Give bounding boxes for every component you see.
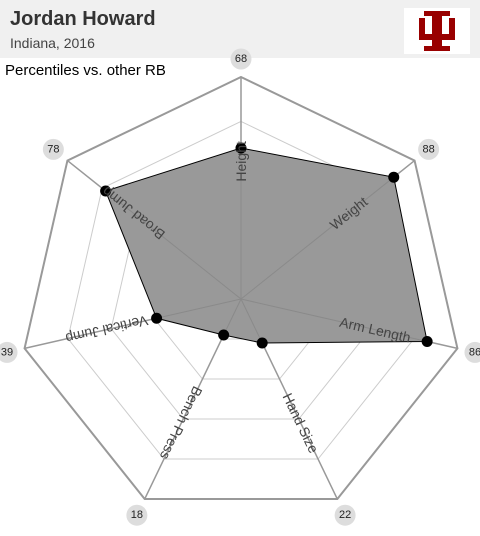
value-badge-height — [230, 48, 252, 70]
player-name: Jordan Howard — [10, 8, 156, 30]
chart-title: Percentiles vs. other RB — [5, 62, 166, 79]
radar-point-weight — [388, 171, 400, 183]
value-badge-arm-length — [464, 341, 480, 363]
radar-inner-spoke — [240, 298, 263, 344]
radar-inner-spoke — [156, 298, 242, 319]
value-badge-hand-size — [334, 504, 356, 526]
axis-label-hand-size: Hand Size — [279, 390, 322, 455]
radar-inner-spoke — [223, 298, 242, 336]
player-school-year: Indiana, 2016 — [10, 35, 95, 51]
value-label-broad-jump: 78 — [47, 143, 59, 155]
radar-point-broad-jump — [100, 185, 112, 197]
value-label-height: 68 — [235, 53, 247, 65]
header: Jordan Howard Indiana, 2016 — [0, 0, 480, 58]
value-badge-broad-jump — [42, 138, 64, 160]
radar-point-bench-press — [218, 329, 230, 341]
radar-inner-spoke — [240, 176, 395, 300]
value-label-vertical-jump: 39 — [1, 346, 13, 358]
axis-label-height: Height — [233, 141, 249, 182]
value-label-hand-size: 22 — [339, 509, 351, 521]
indiana-logo-icon — [419, 11, 455, 51]
value-badge-weight — [418, 138, 440, 160]
value-label-arm-length: 86 — [469, 346, 480, 358]
radar-point-hand-size — [256, 337, 268, 349]
radar-inner-spoke — [240, 298, 428, 342]
value-label-bench-press: 18 — [131, 509, 143, 521]
radar-point-height — [235, 142, 247, 154]
team-logo — [404, 8, 470, 54]
radar-point-arm-length — [421, 335, 433, 347]
axis-label-vertical-jump: Vertical Jump — [64, 312, 150, 346]
value-badge-bench-press — [126, 504, 148, 526]
value-badge-vertical-jump — [0, 341, 18, 363]
radar-data-area — [104, 147, 428, 344]
value-label-weight: 88 — [423, 143, 435, 155]
radar-outer-ring — [23, 75, 459, 501]
radar-inner-spoke — [105, 190, 242, 300]
radar-point-vertical-jump — [151, 312, 163, 324]
